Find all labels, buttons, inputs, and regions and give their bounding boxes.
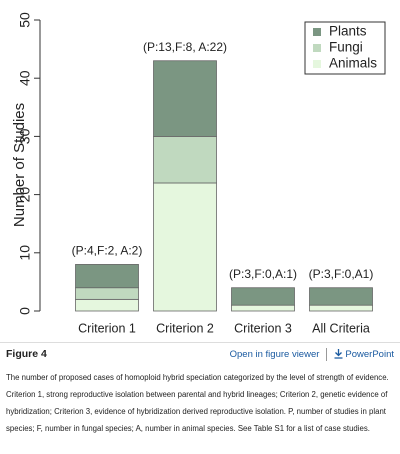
legend-swatch [313,60,321,68]
y-tick-label: 0 [17,307,33,315]
bar-segment [153,60,217,137]
chart: Number of Studies 0 10 20 30 40 50 (P:4,F:2, A… [11,12,386,335]
legend-swatch [313,28,321,36]
y-tick-label: 40 [17,70,33,86]
legend-swatch [313,44,321,52]
bar-segment [231,287,295,306]
x-tick-label: Criterion 1 [78,321,136,335]
bar-annotation: (P:3,F:0,A1) [309,267,374,281]
figure-caption: The number of proposed cases of homoploi… [6,373,389,433]
bar-segment [231,304,295,312]
figure-header-row: Figure 4 Open in figure viewer PowerPoin… [0,342,400,365]
bar-segment [75,298,139,312]
legend-label: Plants [329,24,367,39]
x-tick-label: Criterion 2 [156,321,214,335]
y-tick-label: 20 [17,187,33,203]
separator [326,347,328,361]
legend-label: Animals [329,56,377,71]
bar-segment [75,287,139,300]
y-axis-label: Number of Studies [11,103,28,227]
bar-segment [153,182,217,312]
figure-links: Open in figure viewer PowerPoint [229,347,394,361]
bar-segment [309,287,373,306]
figure-viewer-link[interactable]: Open in figure viewer [229,348,320,360]
y-tick-label: 30 [17,128,33,144]
bar-annotation: (P:3,F:0,A:1) [229,267,297,281]
figure-label: Figure 4 [6,348,47,360]
bar-segment [309,304,373,312]
x-tick-label: Criterion 3 [234,321,292,335]
bar-segment [75,264,139,289]
bar-segment [153,135,217,184]
bar-annotation: (P:13,F:8, A:22) [143,40,227,54]
figure-footer: Figure 4 Open in figure viewer PowerPoin… [0,340,400,437]
y-tick-label: 10 [17,245,33,261]
x-tick-label: All Criteria [312,321,370,335]
bar-annotation: (P:4,F:2, A:2) [72,244,143,258]
powerpoint-link[interactable]: PowerPoint [345,348,394,360]
download-icon [334,349,343,359]
y-tick-label: 50 [17,12,33,28]
legend-label: Fungi [329,40,363,55]
